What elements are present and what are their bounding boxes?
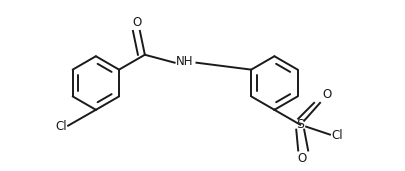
Text: S: S: [296, 118, 304, 131]
Text: Cl: Cl: [55, 120, 67, 133]
Text: O: O: [132, 16, 141, 29]
Text: Cl: Cl: [331, 129, 343, 142]
Text: O: O: [322, 88, 331, 101]
Text: O: O: [298, 153, 307, 166]
Text: NH: NH: [176, 55, 193, 68]
